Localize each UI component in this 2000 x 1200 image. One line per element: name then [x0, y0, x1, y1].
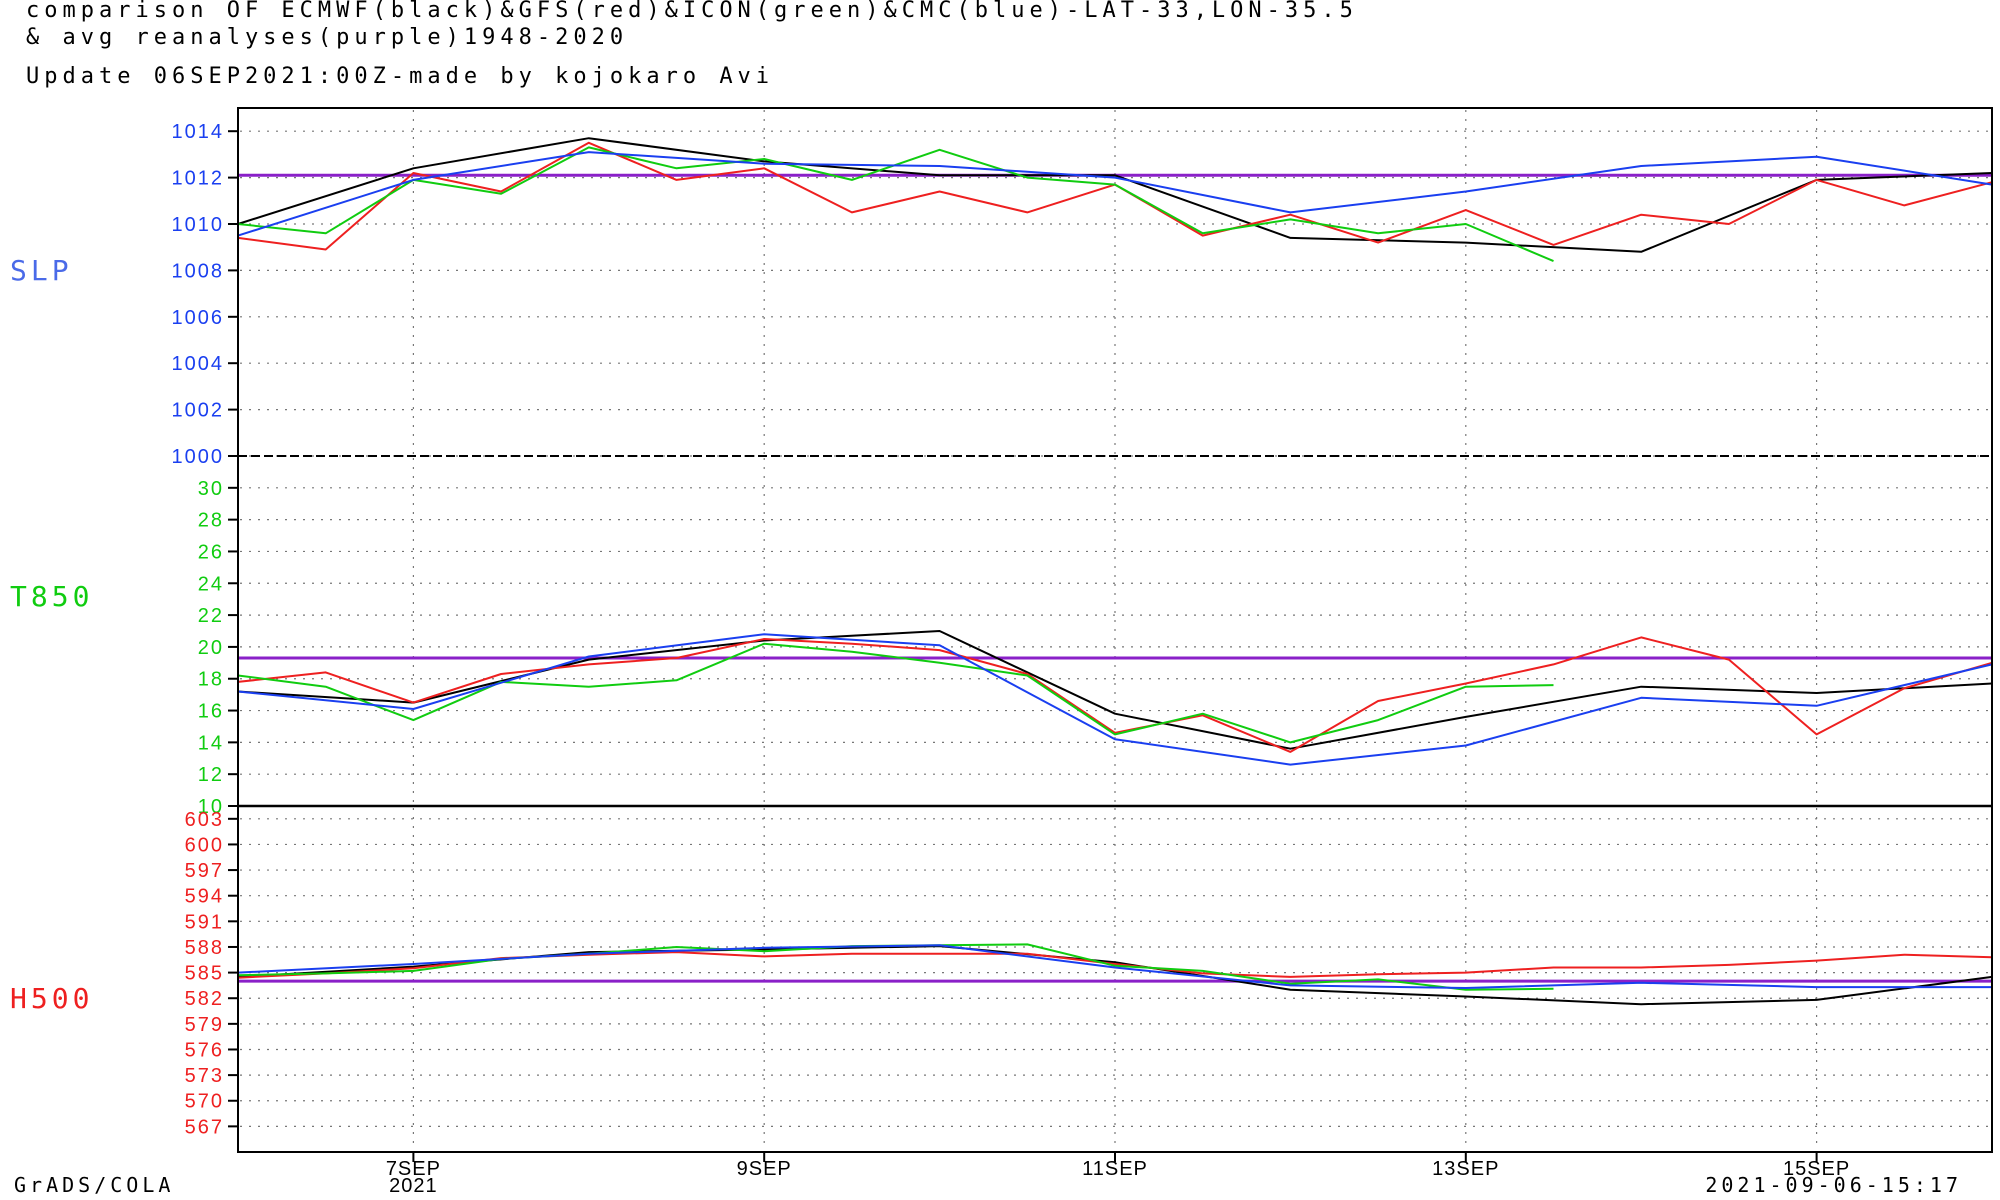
y-tick-label: 30 — [198, 478, 224, 500]
series-line-cmc — [237, 944, 1992, 989]
y-tick-label: 28 — [198, 510, 224, 532]
y-tick-label: 603 — [185, 809, 224, 831]
y-tick-label: 1006 — [172, 307, 225, 329]
y-tick-label: 1000 — [172, 446, 225, 468]
panel-label-slp: SLP — [10, 254, 73, 287]
y-tick-label: 582 — [185, 988, 224, 1010]
y-tick-label: 567 — [185, 1116, 224, 1138]
y-tick-label: 12 — [198, 764, 224, 786]
y-tick-label: 24 — [198, 573, 224, 595]
x-tick-label: 13SEP — [1432, 1158, 1499, 1180]
y-tick-label: 1010 — [172, 214, 225, 236]
y-tick-label: 594 — [185, 886, 224, 908]
series-line-gfs — [237, 141, 1993, 251]
x-tick-label: 15SEP — [1783, 1158, 1850, 1180]
y-tick-label: 591 — [185, 911, 224, 933]
series-line-ecmwf — [237, 137, 1993, 253]
x-tick-label: 7SEP — [386, 1158, 441, 1180]
y-tick-label: 16 — [198, 701, 224, 723]
x-axis-year: 2021 — [389, 1175, 438, 1197]
y-tick-label: 1004 — [172, 353, 225, 375]
y-tick-label: 579 — [185, 1014, 224, 1036]
series-line-icon — [237, 642, 1554, 744]
y-tick-label: 1008 — [172, 260, 225, 282]
y-tick-label: 570 — [185, 1091, 224, 1113]
y-tick-label: 1012 — [172, 168, 225, 190]
series-line-gfs — [237, 636, 1993, 753]
footer-timestamp: 2021-09-06-15:17 — [1705, 1173, 1962, 1197]
chart-footer: GrADS/COLA 2021-09-06-15:17 — [14, 1173, 1962, 1197]
y-tick-label: 14 — [198, 732, 224, 754]
panel-label-t850: T850 — [10, 580, 93, 613]
series-line-cmc — [237, 633, 1993, 766]
x-tick-label: 9SEP — [737, 1158, 792, 1180]
y-tick-label: 597 — [185, 860, 224, 882]
update-info: Update 06SEP2021:00Z-made by kojokaro Av… — [26, 64, 774, 89]
y-tick-label: 1002 — [172, 400, 225, 422]
y-tick-label: 585 — [185, 963, 224, 985]
y-tick-label: 22 — [198, 605, 224, 627]
chart-title-line-1: comparison OF ECMWF(black)&GFS(red)&ICON… — [26, 0, 1358, 23]
series-line-cmc — [237, 151, 1993, 237]
y-tick-label: 588 — [185, 937, 224, 959]
series-line-icon — [237, 943, 1554, 991]
y-tick-label: 26 — [198, 541, 224, 563]
y-tick-label: 1014 — [172, 121, 225, 143]
panel-h500: H500 603 600 597 594 591 588 585 582 579 576 573 570… — [10, 808, 1993, 1150]
y-tick-label: 10 — [198, 796, 224, 818]
y-tick-label: 573 — [185, 1065, 224, 1087]
y-tick-label: 600 — [185, 834, 224, 856]
y-tick-label: 576 — [185, 1039, 224, 1061]
panel-slp: SLP 1014 1012 1010 1008 1006 1004 1002 1000 — [10, 110, 1993, 468]
x-axis: 7SEP 9SEP 11SEP 13SEP 15SEP 2021 — [386, 1152, 1850, 1197]
panel-label-h500: H500 — [10, 982, 93, 1015]
chart-title-line-2: & avg reanalyses(purple)1948-2020 — [26, 25, 628, 50]
chart-header: comparison OF ECMWF(black)&GFS(red)&ICON… — [26, 0, 1358, 89]
x-tick-label: 11SEP — [1082, 1158, 1148, 1180]
footer-credit: GrADS/COLA — [14, 1173, 174, 1197]
y-tick-label: 18 — [198, 669, 224, 691]
chart-panels: SLP10141012101010081006100410021000T8503… — [10, 107, 1993, 1153]
y-tick-label: 20 — [198, 637, 224, 659]
series-line-ecmwf — [237, 945, 1993, 1006]
panel-t850: T850 30 28 26 24 22 20 18 16 14 12 10 — [10, 458, 1993, 818]
